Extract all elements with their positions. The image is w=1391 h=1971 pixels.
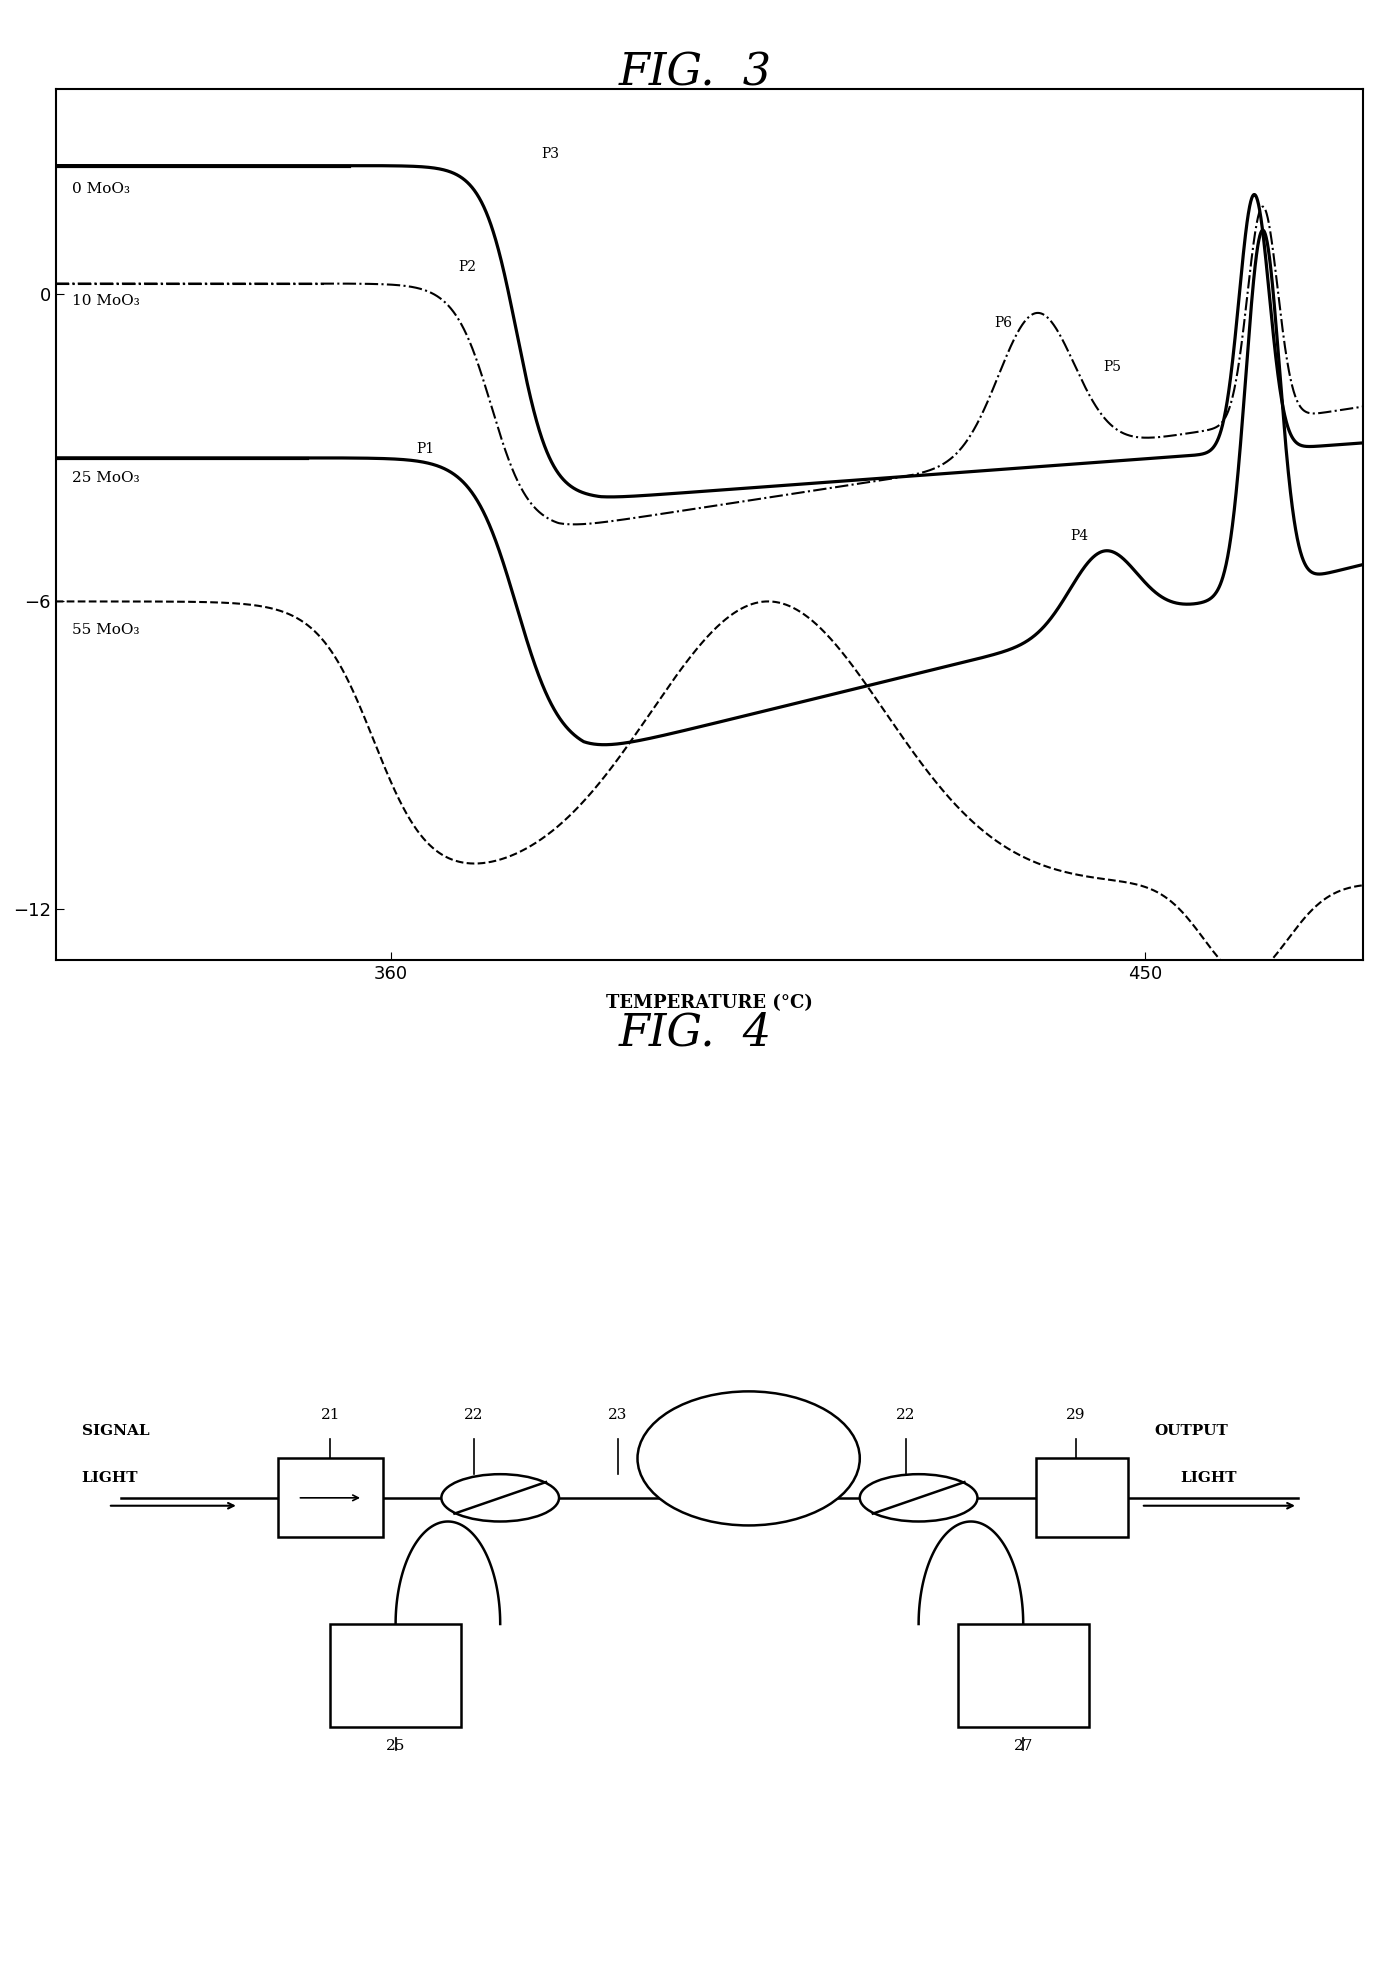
- Text: 23: 23: [608, 1407, 627, 1421]
- Text: 25: 25: [385, 1738, 405, 1752]
- Bar: [330, 1624, 460, 1727]
- Text: P1: P1: [416, 442, 434, 455]
- Bar: [1036, 1459, 1128, 1537]
- Text: P2: P2: [458, 260, 476, 274]
- Ellipse shape: [860, 1474, 978, 1522]
- Ellipse shape: [441, 1474, 559, 1522]
- Text: P6: P6: [995, 315, 1013, 329]
- Bar: [958, 1624, 1089, 1727]
- Text: 22: 22: [896, 1407, 915, 1421]
- Text: FIG.  3: FIG. 3: [619, 51, 772, 95]
- X-axis label: TEMPERATURE (°C): TEMPERATURE (°C): [606, 993, 812, 1013]
- Circle shape: [637, 1392, 860, 1526]
- Text: 22: 22: [465, 1407, 484, 1421]
- Text: 27: 27: [1014, 1738, 1034, 1752]
- Text: P3: P3: [541, 148, 559, 162]
- Text: P4: P4: [1070, 528, 1088, 542]
- Bar: [278, 1459, 383, 1537]
- Text: LIGHT: LIGHT: [82, 1470, 138, 1484]
- Text: 29: 29: [1066, 1407, 1085, 1421]
- Text: OUTPUT: OUTPUT: [1155, 1423, 1228, 1437]
- Text: 25 MoO₃: 25 MoO₃: [72, 471, 140, 485]
- Text: 10 MoO₃: 10 MoO₃: [72, 294, 140, 309]
- Text: P5: P5: [1103, 359, 1121, 374]
- Text: FIG.  4: FIG. 4: [619, 1011, 772, 1054]
- Text: LIGHT: LIGHT: [1180, 1470, 1237, 1484]
- Text: SIGNAL: SIGNAL: [82, 1423, 149, 1437]
- Y-axis label: HEAT FLUX (mW): HEAT FLUX (mW): [0, 434, 1, 615]
- Text: 0 MoO₃: 0 MoO₃: [72, 181, 131, 195]
- Text: 55 MoO₃: 55 MoO₃: [72, 623, 140, 637]
- Text: 21: 21: [320, 1407, 339, 1421]
